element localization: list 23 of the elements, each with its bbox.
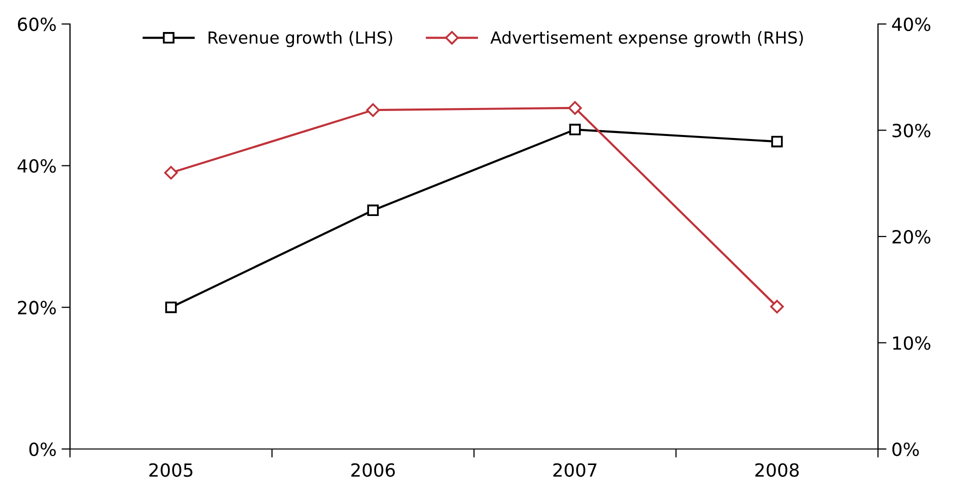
legend-label: Advertisement expense growth (RHS) <box>490 30 803 48</box>
x-tick-label: 2007 <box>553 463 596 477</box>
y2-tick-label: 10% <box>893 336 930 350</box>
point <box>164 166 178 180</box>
y-tick-label: 40% <box>18 159 56 173</box>
x-tick-label: 2006 <box>351 463 395 477</box>
y-tick-label: 60% <box>18 17 56 32</box>
point <box>771 136 783 148</box>
y2-tick-label: 40% <box>892 17 930 32</box>
point <box>367 204 379 216</box>
point <box>165 302 177 314</box>
y2-tick-label: 20% <box>892 230 930 244</box>
y-tick-label: 20% <box>18 300 56 314</box>
x-tick-label: 2008 <box>755 463 799 477</box>
y2-tick-label: 30% <box>892 124 930 138</box>
y2-tick-label: 0% <box>892 442 919 456</box>
point <box>770 300 784 314</box>
y-tick-label: 0% <box>29 442 56 456</box>
x-tick-label: 2005 <box>149 463 192 477</box>
point <box>568 101 582 115</box>
point <box>569 124 581 136</box>
legend-label: Revenue growth (LHS) <box>208 30 392 48</box>
point <box>366 103 380 117</box>
